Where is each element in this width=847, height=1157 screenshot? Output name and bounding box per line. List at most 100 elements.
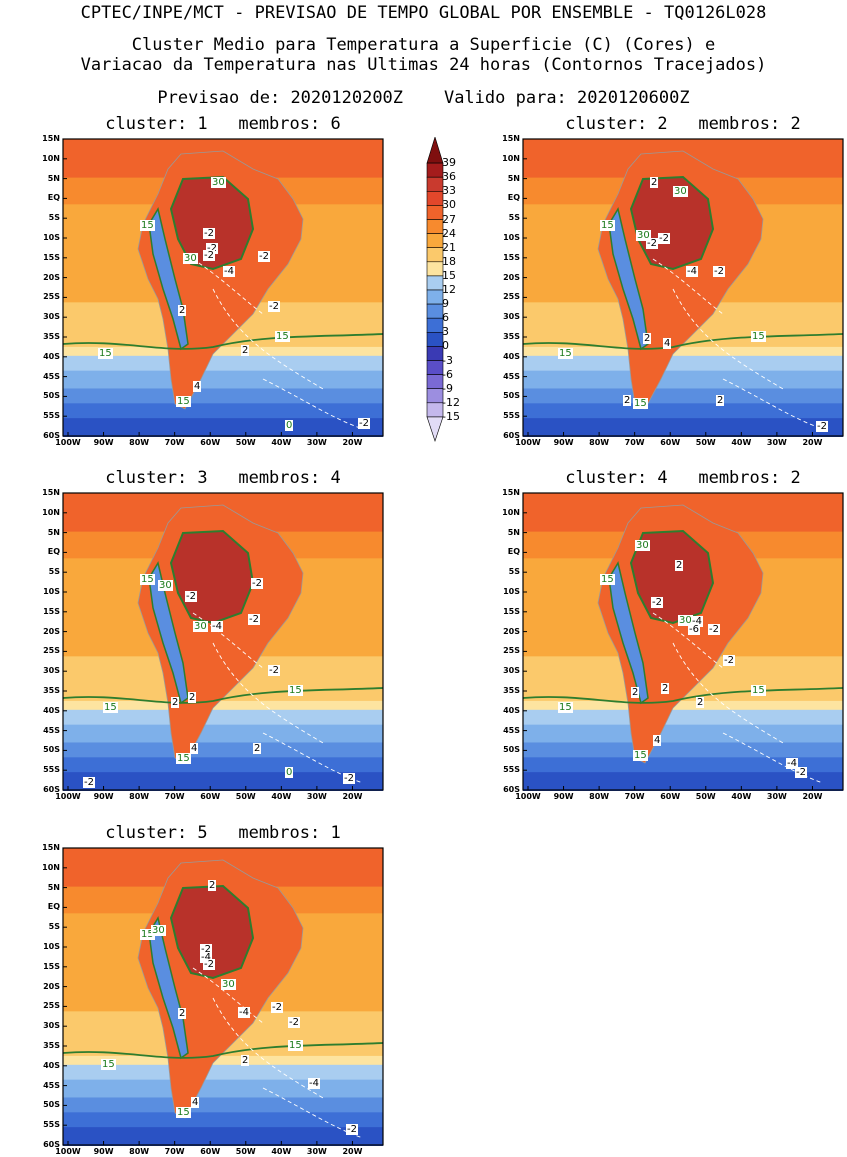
x-tick-label: 100W	[55, 438, 81, 447]
change-contour-label: 2	[253, 743, 262, 754]
x-tick-label: 80W	[129, 1147, 150, 1156]
x-tick-label: 50W	[235, 1147, 256, 1156]
change-contour-label: -2	[795, 767, 807, 778]
y-tick-label: 5S	[48, 213, 60, 223]
change-contour-label: 2	[650, 177, 659, 188]
change-contour-label: -2	[268, 301, 280, 312]
isotherm-label: 15	[176, 396, 191, 407]
y-tick-label: 20S	[43, 626, 60, 636]
isotherm-label: 15	[751, 685, 766, 696]
change-contour-label: -4	[200, 952, 212, 963]
isotherm-label: 15	[140, 574, 155, 585]
map-frame	[62, 138, 384, 437]
x-tick-label: 80W	[589, 792, 610, 801]
y-tick-label: 55S	[43, 765, 60, 775]
isotherm-label: 15	[98, 348, 113, 359]
colorbar-tick-label: 15	[442, 268, 456, 282]
y-tick-label: EQ	[47, 902, 60, 912]
colorbar-swatch	[426, 416, 444, 442]
colorbar-tick-label: 33	[442, 184, 456, 198]
change-contour-label: -2	[658, 233, 670, 244]
isotherm-label: 15	[600, 574, 615, 585]
temperature-map	[62, 492, 384, 791]
map-panel: 2 30 15 30 -2 -2 -4 -2 2 4 15 15 2 15 2 -2	[522, 138, 844, 437]
colorbar-swatch	[426, 233, 444, 248]
isotherm-15	[522, 687, 844, 704]
y-tick-label: 15S	[503, 606, 520, 616]
x-tick-label: 20W	[802, 792, 823, 801]
change-contour-label: -4	[223, 266, 235, 277]
x-tick-label: 100W	[515, 792, 541, 801]
change-contour-label: 4	[191, 1097, 200, 1108]
x-tick-label: 60W	[200, 438, 221, 447]
isotherm-15	[62, 1042, 384, 1059]
temperature-band	[63, 1127, 383, 1146]
colorbar-tick-label: 3	[442, 325, 449, 339]
y-tick-label: 25S	[503, 646, 520, 656]
temperature-band	[63, 346, 383, 357]
temperature-band	[63, 1112, 383, 1129]
y-tick-label: 10N	[42, 507, 60, 517]
isotherm-label: 15	[558, 348, 573, 359]
isotherm-label: 30	[158, 580, 173, 591]
change-contour-label: -2	[268, 665, 280, 676]
colorbar-tick-label: 30	[442, 198, 456, 212]
change-contour-label: 2	[178, 1008, 187, 1019]
colorbar-swatch	[426, 303, 444, 319]
temperature-band	[63, 709, 383, 726]
y-tick-label: 25S	[43, 646, 60, 656]
y-tick-label: 10S	[503, 233, 520, 242]
x-tick-label: 80W	[589, 438, 610, 447]
colorbar-swatch	[426, 332, 444, 347]
y-tick-label: 55S	[43, 411, 60, 421]
isotherm-label: 0	[285, 767, 294, 778]
isotherm-label: 15	[140, 929, 155, 940]
change-contour-label: -4	[691, 616, 703, 627]
x-tick-label: 100W	[55, 792, 81, 801]
panel-title: cluster: 1 membros: 6	[105, 114, 341, 134]
y-tick-label: 5S	[508, 213, 520, 223]
x-tick-label: 30W	[306, 792, 327, 801]
colorbar-tick-label: 0	[442, 339, 449, 353]
change-contours	[652, 258, 824, 430]
y-tick-label: 30S	[43, 1021, 60, 1031]
panel-title: cluster: 4 membros: 2	[565, 468, 801, 488]
map-frame	[522, 138, 844, 437]
change-contour-label: 2	[643, 333, 652, 344]
x-tick-label: 90W	[93, 438, 114, 447]
y-tick-label: 50S	[43, 1100, 60, 1110]
change-contour-label: -2	[258, 251, 270, 262]
x-tick-label: 70W	[624, 438, 645, 447]
temperature-map	[62, 847, 384, 1146]
colorbar-swatch	[426, 402, 444, 418]
isotherm-label: 15	[275, 331, 290, 342]
x-tick-label: 90W	[553, 792, 574, 801]
temperature-colorbar	[426, 137, 444, 442]
temperature-band	[63, 1055, 383, 1066]
y-tick-label: 35S	[503, 686, 520, 695]
y-tick-label: 30S	[503, 312, 520, 322]
colorbar-swatch	[426, 346, 444, 361]
colorbar-swatch	[426, 247, 444, 263]
change-contour-label: -2	[185, 591, 197, 602]
map-frame	[522, 492, 844, 791]
y-tick-label: 5N	[47, 882, 60, 892]
y-tick-label: EQ	[47, 193, 60, 203]
y-tick-label: 10N	[502, 507, 520, 517]
map-frame	[62, 492, 384, 791]
y-tick-label: 5S	[48, 922, 60, 932]
y-tick-label: 20S	[43, 272, 60, 282]
change-contour-label: -6	[688, 624, 700, 635]
change-contour-label: 2	[188, 692, 197, 703]
isotherm-15	[522, 333, 844, 350]
temperature-band	[63, 700, 383, 711]
change-contour-label: 4	[190, 743, 199, 754]
y-tick-label: 20S	[503, 626, 520, 636]
change-contour-label: -4	[238, 1007, 250, 1018]
colorbar-swatch	[426, 360, 444, 375]
temperature-band	[63, 757, 383, 774]
isotherm-label: 15	[176, 753, 191, 764]
y-tick-label: 50S	[43, 391, 60, 401]
x-tick-label: 20W	[802, 438, 823, 447]
y-tick-label: 50S	[43, 745, 60, 755]
